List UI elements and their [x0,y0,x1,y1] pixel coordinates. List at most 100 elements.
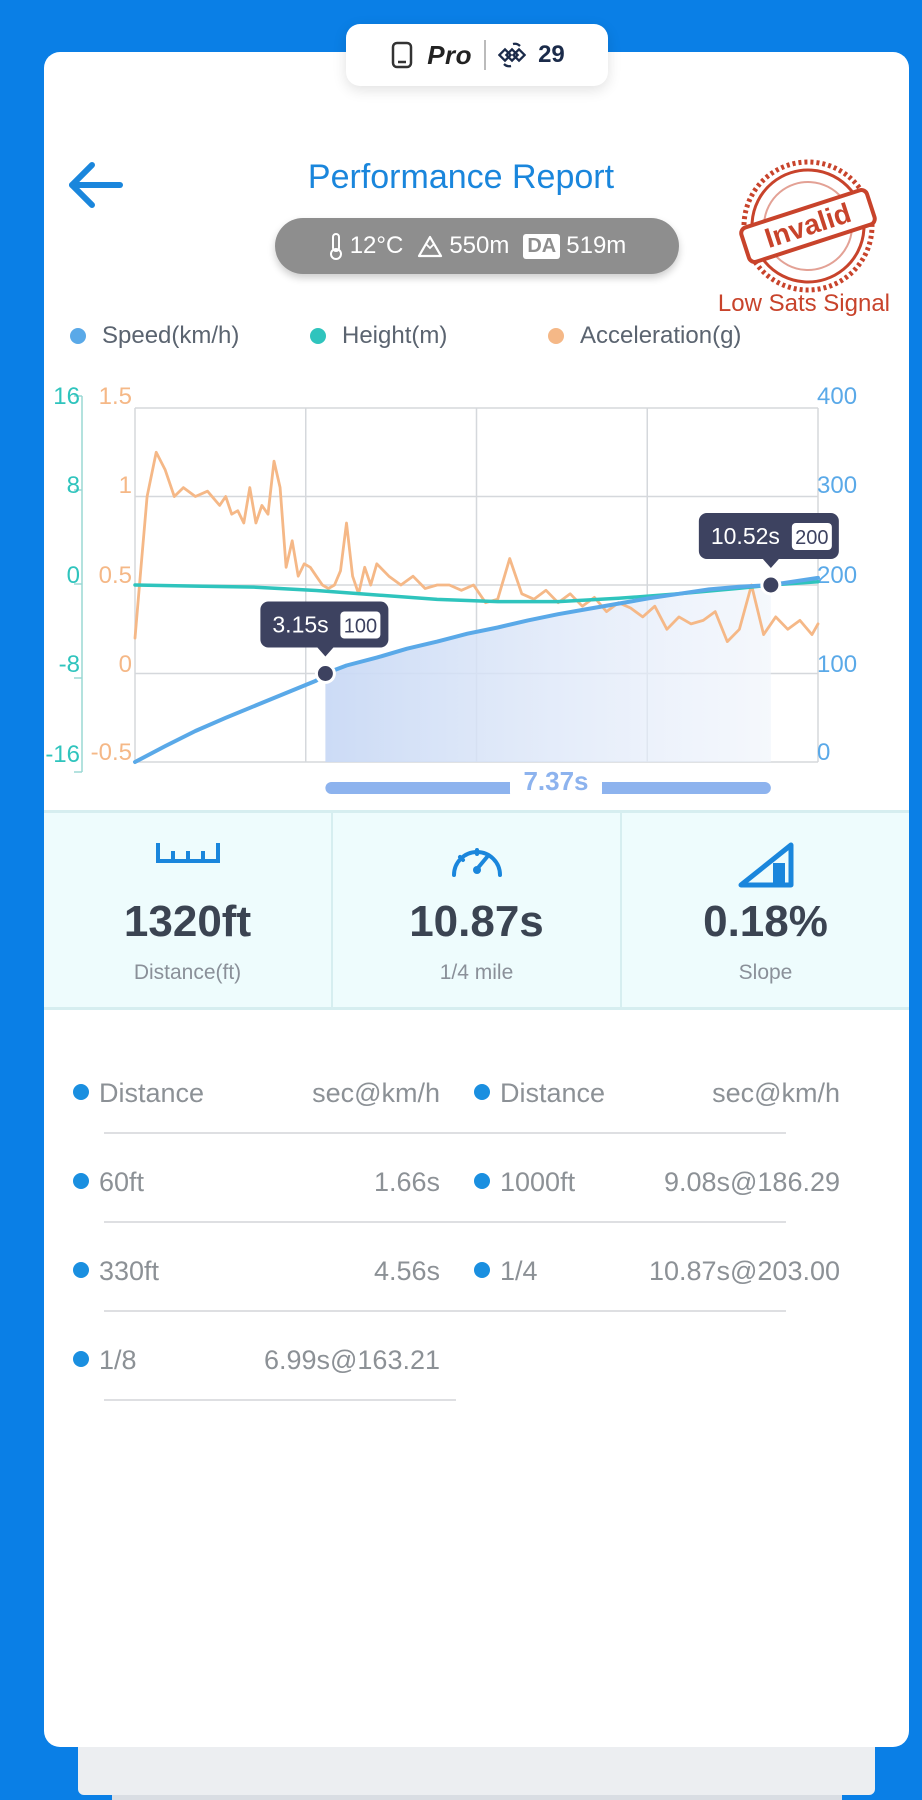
bullet [73,1350,89,1367]
column-header: Distance [474,1078,694,1114]
row-divider [104,1221,786,1223]
performance-chart[interactable]: 16 8 0 -8 -16 1.5 1 0.5 0 -0.5 400 300 200 100 0 7.37s 3… [44,380,909,810]
legend-item-speed[interactable]: Speed(km/h) [70,322,239,350]
speed-axis-label: 300 [817,472,857,499]
pill-divider [484,40,487,70]
tooltip-speed: 200 [795,527,828,549]
column-header: Distance [73,1078,293,1114]
split-name: 1000ft [474,1167,694,1203]
stat-value: 1320ft [123,897,252,946]
split-value: 4.56s [373,1256,440,1286]
tooltip-speed: 100 [344,616,377,638]
acceleration-axis-label: -0.5 [91,739,132,766]
stat-value: 0.18% [703,897,828,946]
chart-legend: Speed(km/h) Height(m) Acceleration(g) [70,322,870,356]
split-name: 330ft [73,1256,293,1292]
column-header: sec@km/h [312,1078,440,1108]
split-value: 10.87s@203.00 [648,1256,840,1286]
stat-quarter-mile: 10.87s 1/4 mile [333,813,622,1007]
stat-slope: 0.18% Slope [622,813,909,1007]
legend-label: Height(m) [342,322,448,349]
table-row: Distance sec@km/h Distance sec@km/h [70,1060,850,1150]
speed-line [133,575,820,764]
split-value: 6.99s@163.21 [263,1345,440,1375]
split-name: 1/8 [73,1345,293,1381]
acceleration-axis-label: 0.5 [99,562,132,589]
range-label-bg [510,767,602,803]
table-row: 330ft 4.56s 1/4 10.87s@203.00 [70,1238,850,1328]
page-title: Performance Report [307,158,615,196]
da-badge: DA [523,233,561,259]
tooltip-speed-badge [340,611,381,639]
stat-label: Distance(ft) [133,961,242,984]
range-label: 7.37s [523,766,588,796]
acceleration-line [133,450,820,643]
selected-range-area [325,585,771,762]
acceleration-axis-label: 0 [119,651,132,678]
tooltip-speed-badge [791,523,832,550]
speed-axis-label: 100 [817,651,857,678]
mountain-icon [418,235,443,258]
height-axis-label: -16 [45,741,80,768]
status-note: Low Sats Signal [717,290,890,317]
split-name: 60ft [73,1167,293,1203]
tooltip-time: 3.15s [272,612,328,638]
legend-label: Speed(km/h) [102,322,240,349]
device-status-pill: Pro 29 [346,24,608,86]
altitude-item: 550m [417,232,509,260]
environment-pill: 12°C 550m DA 519m [275,218,679,274]
ruler-icon [155,843,220,863]
marker-point [314,663,336,684]
marker-point [760,574,782,596]
summary-stats: 1320ft Distance(ft) 10.87s 1/4 mile 0.18… [44,810,909,1010]
bullet [73,1172,89,1189]
satellite-count: 29 [538,41,565,68]
table-row: 60ft 1.66s 1000ft 9.08s@186.29 [70,1149,850,1239]
thermometer-icon [329,233,342,260]
height-axis-label: 16 [53,383,80,410]
row-divider [104,1132,786,1134]
legend-dot [70,328,86,344]
row-divider [104,1399,456,1401]
column-header: sec@km/h [712,1078,840,1108]
arrow-left-icon[interactable] [66,160,126,210]
speedometer-icon [451,848,502,877]
bullet [73,1261,89,1278]
height-axis-label: -8 [59,651,80,678]
bullet [474,1261,490,1278]
split-name: 1/4 [474,1256,694,1292]
tooltip-pointer [317,647,334,657]
density-altitude-value: 519m [566,232,627,259]
table-row: 1/8 6.99s@163.21 [70,1327,850,1417]
bullet [73,1083,89,1100]
speed-axis-label: 200 [817,562,857,589]
acceleration-axis-label: 1.5 [99,383,132,410]
stat-label: 1/4 mile [439,961,514,984]
bullet [474,1083,490,1100]
satellite-icon [498,42,527,68]
stat-distance: 1320ft Distance(ft) [44,813,333,1007]
acceleration-axis-label: 1 [119,472,132,499]
tooltip-time: 10.52s [711,523,780,549]
split-value: 1.66s [373,1167,440,1197]
bullet [474,1172,490,1189]
height-axis-label: 8 [67,472,80,499]
legend-label: Acceleration(g) [580,322,742,349]
legend-dot [548,328,564,344]
speed-axis-label: 0 [817,739,830,766]
device-model: Pro [427,39,473,70]
legend-item-height[interactable]: Height(m) [310,322,447,350]
stat-value: 10.87s [409,897,544,946]
legend-item-acceleration[interactable]: Acceleration(g) [548,322,741,350]
density-altitude-item: DA 519m [523,232,626,260]
slope-icon [738,842,793,888]
temperature-value: 12°C [349,232,404,259]
stat-label: Slope [738,961,793,984]
speed-axis-label: 400 [817,383,857,410]
invalid-stamp: Invalid [739,159,877,293]
row-divider [104,1310,786,1312]
split-value: 9.08s@186.29 [663,1167,840,1197]
device-icon [391,41,413,69]
altitude-value: 550m [449,232,510,259]
temperature-item: 12°C [328,232,404,260]
